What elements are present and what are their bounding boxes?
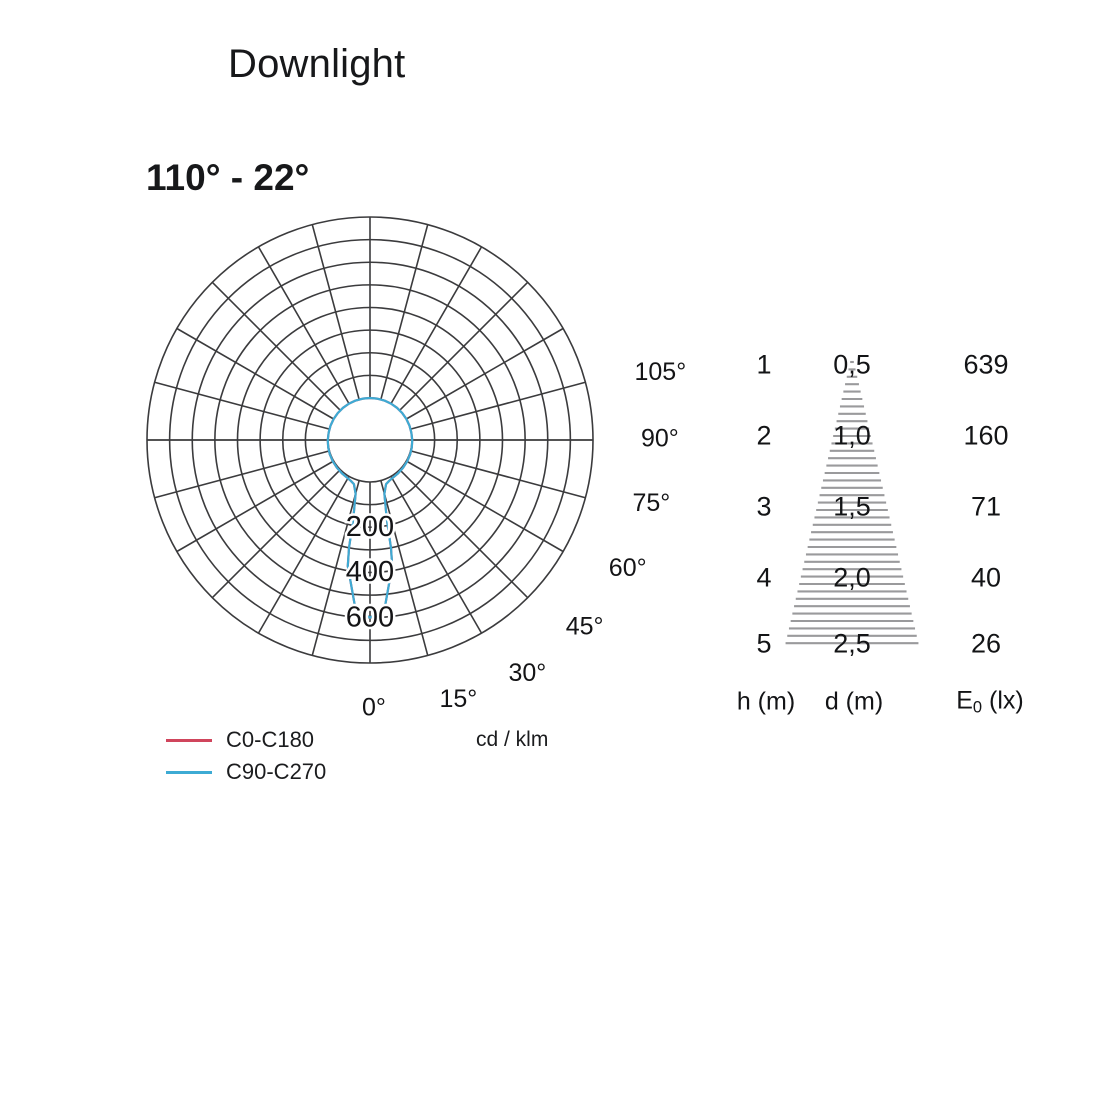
polar-spoke-285 bbox=[154, 450, 330, 499]
polar-spoke-75 bbox=[410, 450, 586, 499]
polar-spoke-255 bbox=[154, 381, 330, 430]
polar-spoke-45 bbox=[399, 469, 529, 599]
table-cell-h-5: 5 bbox=[756, 628, 772, 659]
polar-spoke-105 bbox=[410, 381, 586, 430]
polar-legend: C0-C180 C90-C270 cd / klm bbox=[166, 726, 626, 796]
polar-spoke-330 bbox=[257, 475, 350, 634]
polar-radial-label-400: 400 bbox=[346, 556, 394, 588]
legend-item-c0-c180: C0-C180 bbox=[166, 726, 314, 754]
polar-spoke-345 bbox=[311, 480, 360, 656]
polar-angle-label-105: 105° bbox=[635, 358, 687, 386]
table-cell-h-3: 3 bbox=[756, 491, 772, 522]
table-header-e0: E0 (lx) bbox=[956, 687, 1024, 718]
polar-spoke-240 bbox=[176, 327, 335, 420]
table-cell-h-1: 1 bbox=[756, 349, 772, 380]
polar-spoke-300 bbox=[176, 460, 335, 553]
polar-spoke-165 bbox=[380, 224, 429, 400]
table-cell-d-1: 0,5 bbox=[833, 349, 871, 380]
table-header-e-main: E bbox=[956, 686, 973, 715]
table-cell-e-3: 71 bbox=[970, 491, 1002, 522]
polar-spoke-210 bbox=[257, 246, 350, 405]
legend-line-swatch-c90-c270 bbox=[166, 770, 212, 774]
polar-angle-label-75: 75° bbox=[633, 489, 671, 517]
polar-curve-c90-c270 bbox=[326, 396, 414, 619]
table-header-e-unit: (lx) bbox=[982, 686, 1024, 715]
polar-spoke-225 bbox=[211, 281, 341, 411]
polar-spoke-30 bbox=[390, 475, 483, 634]
beam-angle-label: 110° - 22° bbox=[146, 157, 310, 198]
table-cell-e-2: 160 bbox=[963, 420, 1009, 451]
legend-label-c0-c180: C0-C180 bbox=[226, 727, 315, 752]
polar-angle-label-60: 60° bbox=[609, 554, 647, 582]
polar-radial-label-200: 200 bbox=[346, 511, 394, 543]
polar-angle-label-0: 0° bbox=[362, 694, 386, 720]
legend-item-c90-c270: C90-C270 bbox=[166, 758, 326, 786]
table-cell-e-5: 26 bbox=[970, 628, 1002, 659]
polar-spoke-150 bbox=[390, 246, 483, 405]
polar-angle-label-45: 45° bbox=[566, 612, 604, 640]
polar-radial-label-600: 600 bbox=[346, 601, 394, 633]
polar-angle-labels: 0° 15° 30° 45° 60° 75° 90° 105° bbox=[362, 358, 686, 720]
table-header-e-subscript: 0 bbox=[972, 698, 983, 717]
polar-diagram: 0° 15° 30° 45° 60° 75° 90° 105° 200 400 600 bbox=[110, 200, 710, 720]
polar-angle-label-90: 90° bbox=[641, 425, 679, 453]
page-title: Downlight bbox=[228, 42, 406, 86]
table-header-h: h (m) bbox=[736, 687, 796, 716]
polar-angle-label-30: 30° bbox=[509, 659, 547, 687]
illuminance-table: 1 0,5 639 2 1,0 160 3 1,5 71 4 2,0 40 5 2,5 26 h (m) d (… bbox=[716, 340, 1056, 720]
polar-spoke-195 bbox=[311, 224, 360, 400]
legend-label-c90-c270: C90-C270 bbox=[226, 759, 327, 784]
polar-spoke-120 bbox=[405, 327, 564, 420]
table-cell-d-2: 1,0 bbox=[833, 420, 871, 451]
table-header-d: d (m) bbox=[824, 687, 884, 716]
table-cell-e-4: 40 bbox=[970, 562, 1002, 593]
legend-line-swatch-c0-c180 bbox=[166, 738, 212, 742]
table-cell-h-4: 4 bbox=[756, 562, 772, 593]
polar-radial-labels: 200 400 600 bbox=[343, 508, 396, 636]
polar-chart-svg: 0° 15° 30° 45° 60° 75° 90° 105° 200 400 600 bbox=[146, 216, 686, 720]
polar-units-label: cd / klm bbox=[476, 728, 549, 751]
polar-spoke-60 bbox=[405, 460, 564, 553]
polar-spoke-315 bbox=[211, 469, 341, 599]
table-cell-d-5: 2,5 bbox=[833, 628, 871, 659]
cone-hatch-lines bbox=[785, 360, 919, 645]
table-cell-h-2: 2 bbox=[756, 420, 772, 451]
polar-spoke-135 bbox=[399, 281, 529, 411]
light-cone-diagram bbox=[785, 360, 919, 645]
polar-angle-label-15: 15° bbox=[440, 685, 478, 713]
polar-grid bbox=[146, 216, 594, 664]
table-cell-e-1: 639 bbox=[963, 349, 1009, 380]
table-cell-d-4: 2,0 bbox=[833, 562, 871, 593]
polar-curves bbox=[326, 396, 414, 619]
table-cell-d-3: 1,5 bbox=[833, 491, 871, 522]
polar-spoke-15 bbox=[380, 480, 429, 656]
